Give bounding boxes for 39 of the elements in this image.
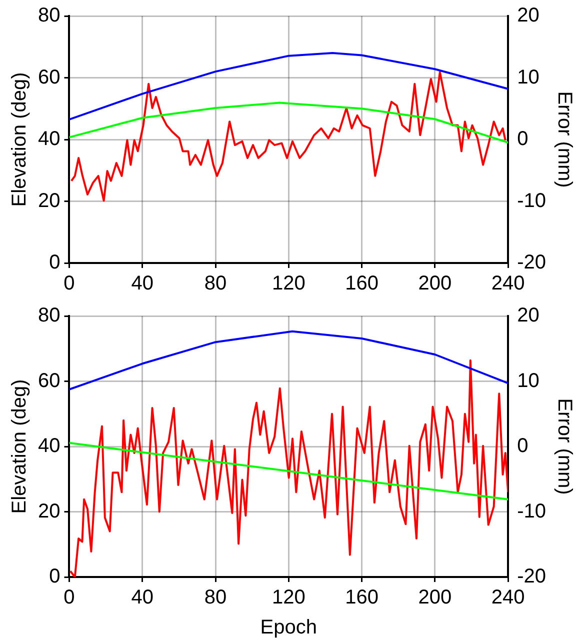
y-tick-label: 0 [49, 566, 60, 588]
y2-axis-title: Error (mm) [553, 91, 576, 188]
x-tick-label: 200 [418, 272, 452, 295]
x-tick-label: 0 [64, 586, 75, 609]
x-axis-title: Epoch [260, 616, 318, 639]
y-tick-label: 20 [38, 190, 60, 212]
y2-tick-label: -20 [517, 566, 546, 588]
y2-tick-label: 20 [517, 304, 540, 327]
y-tick-label: 20 [38, 500, 60, 522]
y-tick-label: 60 [38, 66, 60, 88]
y2-tick-label: 10 [517, 370, 540, 392]
x-tick-label: 160 [345, 586, 378, 609]
x-tick-label: 160 [345, 272, 378, 295]
x-tick-label: 120 [272, 586, 306, 609]
y2-tick-label: 0 [517, 435, 528, 458]
y2-tick-label: -10 [517, 500, 546, 522]
x-tick-label: 40 [131, 272, 154, 295]
y2-tick-label: -10 [517, 190, 546, 212]
y2-tick-label: -20 [517, 252, 546, 274]
x-tick-label: 40 [131, 586, 154, 609]
x-tick-label: 240 [491, 272, 525, 295]
x-tick-label: 120 [272, 272, 306, 295]
x-tick-label: 80 [204, 586, 227, 609]
y-axis-title: Elevation (deg) [8, 72, 31, 207]
y-tick-label: 40 [38, 435, 60, 458]
y2-tick-label: 20 [517, 4, 540, 27]
x-tick-label: 240 [491, 586, 525, 609]
y-tick-label: 60 [38, 370, 60, 392]
y-tick-label: 40 [38, 128, 60, 150]
x-tick-label: 0 [64, 272, 75, 295]
y2-tick-label: 0 [517, 128, 528, 150]
x-tick-label: 200 [418, 586, 452, 609]
y-axis-title: Elevation (deg) [8, 379, 31, 514]
y-tick-label: 80 [38, 4, 60, 27]
x-tick-label: 80 [204, 272, 227, 295]
y2-tick-label: 10 [517, 66, 540, 88]
y-tick-label: 0 [49, 252, 60, 274]
y2-axis-title: Error (mm) [553, 398, 576, 495]
y-tick-label: 80 [38, 304, 60, 327]
